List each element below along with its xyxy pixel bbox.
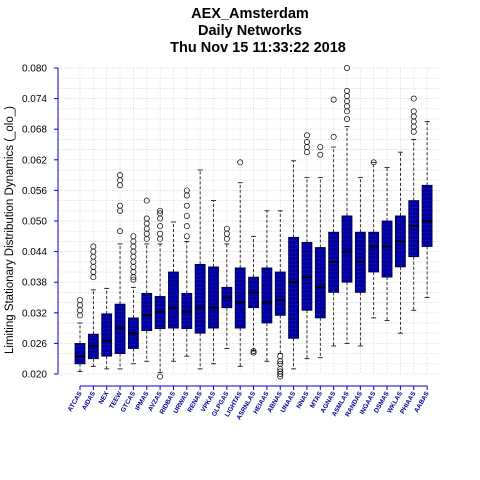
box-vpkas xyxy=(208,200,219,365)
outlier-point xyxy=(410,108,417,115)
outlier-point xyxy=(90,243,97,250)
outlier-point xyxy=(277,368,284,375)
outlier-point xyxy=(183,223,190,230)
outlier-point xyxy=(304,138,310,145)
box-unaas xyxy=(288,160,300,370)
outlier-point xyxy=(237,159,244,166)
box-aidas xyxy=(87,243,99,367)
box-nnas xyxy=(301,132,313,360)
outlier-point xyxy=(157,223,164,230)
outlier-point xyxy=(157,373,164,380)
box-iqr xyxy=(234,267,246,329)
box-agnas xyxy=(328,96,340,347)
outlier-point xyxy=(370,159,377,166)
outlier-point xyxy=(183,233,190,240)
box-atcas xyxy=(74,297,86,372)
y-axis-label: Limiting Stationary Distribution Dynamic… xyxy=(4,106,16,354)
y-tick-label: 0.050 xyxy=(22,217,47,228)
outlier-point xyxy=(344,65,350,71)
outlier-point xyxy=(410,95,417,102)
outlier-point xyxy=(330,96,337,103)
y-tick-label: 0.020 xyxy=(22,370,47,381)
outlier-point xyxy=(317,144,324,150)
y-tick-label: 0.044 xyxy=(22,247,47,258)
y-tick-label: 0.062 xyxy=(22,155,47,166)
box-iqr xyxy=(274,271,286,316)
box-ridbas xyxy=(168,221,179,362)
box-ingaas xyxy=(368,159,380,319)
y-tick-label: 0.026 xyxy=(22,339,47,350)
outlier-point xyxy=(250,349,257,356)
box-heiaas xyxy=(261,210,273,362)
outlier-point xyxy=(183,202,190,209)
box-iqr xyxy=(408,200,420,258)
box-iqr xyxy=(194,263,206,334)
box-iqr xyxy=(288,236,300,339)
outlier-point xyxy=(157,207,164,214)
box-iqr xyxy=(74,342,86,365)
outlier-point xyxy=(117,172,124,179)
box-randas xyxy=(354,177,366,347)
box-asrnlas xyxy=(248,235,259,356)
y-tick-label: 0.038 xyxy=(22,278,47,289)
outlier-point xyxy=(223,225,230,232)
box-teew xyxy=(114,172,126,370)
box-wklas xyxy=(394,151,406,334)
box-phiaas xyxy=(408,95,420,311)
box-renas xyxy=(194,169,206,370)
y-tick-label: 0.080 xyxy=(22,64,47,75)
outlier-point xyxy=(277,358,284,365)
box-gtcas xyxy=(127,233,139,365)
box-iqr xyxy=(101,313,113,357)
box-aabas xyxy=(421,121,433,298)
y-tick-label: 0.068 xyxy=(22,125,47,136)
outlier-point xyxy=(330,133,337,140)
chart-title-line-3: Thu Nov 15 11:33:22 2018 xyxy=(170,40,346,56)
outlier-point xyxy=(157,230,164,237)
box-urwas xyxy=(181,187,193,357)
outlier-point xyxy=(143,215,150,222)
outlier-point xyxy=(183,212,190,219)
outlier-point xyxy=(130,276,137,283)
box-iqr xyxy=(341,215,353,283)
outlier-point xyxy=(143,197,150,204)
outlier-point xyxy=(183,187,190,194)
outlier-point xyxy=(117,202,124,209)
box-iqr xyxy=(381,220,393,278)
chart-title-line-2: Daily Networks xyxy=(198,23,302,39)
box-layer xyxy=(74,65,433,380)
box-abnas xyxy=(274,210,286,380)
box-asmlas xyxy=(341,65,353,344)
box-glpgas xyxy=(221,225,233,349)
box-iqr xyxy=(421,184,433,247)
box-dsmas xyxy=(381,167,393,321)
outlier-point xyxy=(304,132,310,139)
box-iqr xyxy=(208,266,219,329)
box-mtas xyxy=(314,144,326,359)
box-iqr xyxy=(141,293,153,332)
box-iqr xyxy=(168,271,179,329)
outlier-point xyxy=(250,348,257,354)
box-iqr xyxy=(261,267,273,324)
box-nex xyxy=(101,287,113,370)
outlier-point xyxy=(77,297,83,303)
box-avzas xyxy=(154,207,166,380)
outlier-point xyxy=(277,371,284,377)
y-tick-label: 0.074 xyxy=(22,94,47,105)
outlier-point xyxy=(317,151,324,158)
box-iqr xyxy=(314,247,326,319)
y-tick-label: 0.056 xyxy=(22,186,47,197)
outlier-point xyxy=(130,233,137,240)
outlier-point xyxy=(344,116,350,122)
outlier-point xyxy=(157,210,164,217)
outlier-point xyxy=(344,87,350,94)
chart-title-line-1: AEX_Amsterdam xyxy=(191,6,309,22)
y-tick-label: 0.032 xyxy=(22,308,47,319)
box-iqr xyxy=(368,231,380,273)
box-ipmas xyxy=(141,197,153,362)
box-lightas xyxy=(234,159,246,367)
outlier-point xyxy=(117,228,124,235)
